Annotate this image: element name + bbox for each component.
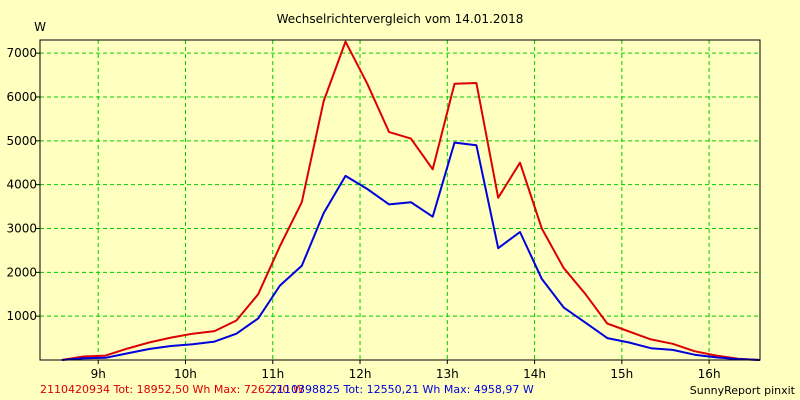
chart-title: Wechselrichtervergleich vom 14.01.2018 xyxy=(277,12,524,26)
credit-text: SunnyReport pinxit xyxy=(690,384,796,397)
y-tick-label: 2000 xyxy=(6,265,37,279)
series-line-1 xyxy=(61,40,761,361)
series-group xyxy=(61,40,761,361)
y-tick-label: 3000 xyxy=(6,221,37,235)
x-tick-label: 12h xyxy=(349,367,372,381)
x-tick-label: 13h xyxy=(436,367,459,381)
x-tick-label: 11h xyxy=(261,367,284,381)
x-tick-label: 14h xyxy=(523,367,546,381)
x-tick-label: 16h xyxy=(698,367,721,381)
y-tick-label: 6000 xyxy=(6,90,37,104)
series-line-2 xyxy=(61,141,761,361)
x-tick-label: 15h xyxy=(610,367,633,381)
y-tick-label: 7000 xyxy=(6,46,37,60)
legend-series-2: 2110398825 Tot: 12550,21 Wh Max: 4958,97… xyxy=(270,383,534,396)
x-tick-label: 10h xyxy=(174,367,197,381)
grid xyxy=(40,40,760,360)
axis-ticks: 1000 2000 3000 4000 5000 6000 7000 9h 10h 11h 12h 1… xyxy=(6,46,720,381)
y-tick-label: 4000 xyxy=(6,178,37,192)
y-tick-label: 5000 xyxy=(6,134,37,148)
x-tick-label: 9h xyxy=(91,367,106,381)
y-axis-label: W xyxy=(34,20,46,34)
legend-series-1: 2110420934 Tot: 18952,50 Wh Max: 7262,70… xyxy=(40,383,304,396)
plot-frame xyxy=(39,39,761,361)
y-tick-label: 1000 xyxy=(6,309,37,323)
